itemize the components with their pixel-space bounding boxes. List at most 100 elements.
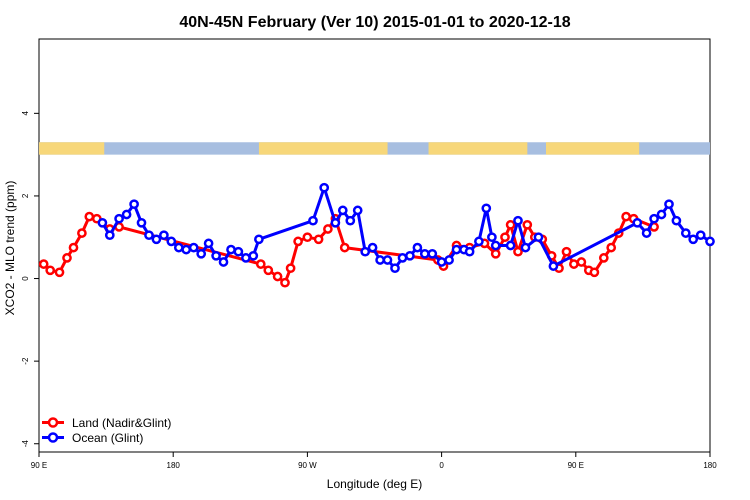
data-point <box>419 248 430 259</box>
data-point <box>474 236 484 247</box>
data-point <box>352 205 363 216</box>
y-tick-label: 4 <box>21 111 30 116</box>
data-point <box>196 248 207 259</box>
data-point <box>211 250 221 261</box>
data-point <box>319 182 330 193</box>
data-point <box>173 242 184 253</box>
data-point <box>104 230 115 241</box>
legend-ocean-label: Ocean (Glint) <box>72 431 143 445</box>
data-point <box>330 217 341 228</box>
data-point <box>427 248 438 259</box>
data-point <box>263 265 274 276</box>
data-point <box>464 246 475 257</box>
data-point <box>520 242 531 253</box>
series-layer <box>38 182 715 288</box>
data-point <box>481 203 492 214</box>
data-point <box>487 232 497 243</box>
data-point <box>302 232 313 243</box>
y-axis-label: XCO2 - MLO trend (ppm) <box>3 181 17 316</box>
data-point <box>285 263 296 274</box>
data-point <box>451 244 462 255</box>
data-point <box>218 257 229 267</box>
y-axis-ticks: -4 -2 0 2 4 <box>21 111 39 447</box>
data-point <box>248 250 259 261</box>
data-point <box>649 213 659 224</box>
data-point <box>136 217 147 228</box>
data-point <box>62 253 72 263</box>
data-point <box>589 267 600 278</box>
data-point <box>695 230 706 241</box>
data-point <box>490 240 501 251</box>
data-point <box>375 255 385 265</box>
surface-band <box>39 142 710 155</box>
data-point <box>444 255 454 265</box>
data-point <box>144 230 154 241</box>
data-point <box>255 259 266 269</box>
band-land-segment <box>428 142 528 155</box>
data-point <box>505 219 516 230</box>
data-point <box>606 242 617 253</box>
data-point <box>490 248 501 259</box>
x-tick-label: 90 E <box>568 461 584 470</box>
x-tick-label: 180 <box>703 461 717 470</box>
data-point <box>203 238 214 249</box>
data-point <box>280 277 290 288</box>
data-point <box>233 246 244 257</box>
data-point <box>656 209 667 220</box>
data-point <box>339 242 350 253</box>
data-point <box>500 232 510 243</box>
data-point <box>77 228 87 238</box>
data-point <box>68 242 79 253</box>
data-point <box>188 242 199 253</box>
data-point <box>293 236 303 247</box>
data-point <box>254 234 264 245</box>
x-tick-label: 90 E <box>31 461 47 470</box>
data-point <box>337 205 348 216</box>
data-point <box>129 199 139 210</box>
data-point <box>598 253 609 263</box>
data-point <box>548 261 559 271</box>
data-point <box>705 236 715 247</box>
y-tick-label: 2 <box>21 193 30 198</box>
data-point <box>159 230 169 241</box>
data-point <box>323 224 333 234</box>
data-point <box>522 219 533 230</box>
x-axis-label: Longitude (deg E) <box>327 477 422 491</box>
y-tick-label: -2 <box>21 357 30 365</box>
data-point <box>54 267 65 278</box>
data-point <box>367 242 378 253</box>
data-point <box>664 199 674 210</box>
data-point <box>226 244 236 255</box>
y-tick-label: 0 <box>21 276 30 281</box>
data-point <box>84 211 95 222</box>
data-point <box>272 271 283 282</box>
legend-ocean-marker <box>47 432 59 443</box>
data-point <box>45 265 56 276</box>
data-point <box>360 246 371 257</box>
data-point <box>114 213 124 224</box>
band-land-segment <box>258 142 388 155</box>
data-point <box>241 253 251 263</box>
band-land-segment <box>545 142 640 155</box>
data-point <box>436 257 447 267</box>
data-point <box>345 215 356 226</box>
data-point <box>97 217 108 228</box>
data-point <box>412 242 423 253</box>
series-ocean <box>97 182 715 274</box>
data-point <box>513 246 523 257</box>
data-point <box>533 232 544 243</box>
legend-land-marker <box>47 417 59 428</box>
data-point <box>121 209 132 220</box>
data-point <box>513 215 523 226</box>
x-tick-label: 0 <box>439 461 444 470</box>
x-tick-label: 90 W <box>298 461 317 470</box>
data-point <box>505 240 516 251</box>
data-point <box>688 234 699 245</box>
data-point <box>313 234 324 245</box>
data-point <box>561 246 572 257</box>
data-point <box>405 250 415 261</box>
data-point <box>680 228 691 238</box>
data-point <box>397 253 408 263</box>
data-point <box>632 217 643 228</box>
